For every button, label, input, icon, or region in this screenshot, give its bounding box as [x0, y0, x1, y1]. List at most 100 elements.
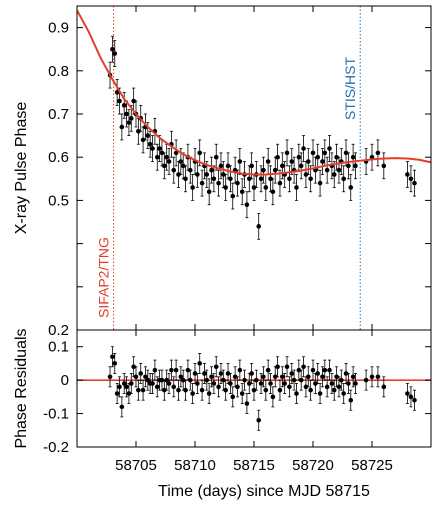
point-marker — [329, 381, 335, 386]
fit-curve — [76, 9, 432, 176]
point-marker — [334, 154, 339, 160]
point-marker — [223, 387, 228, 393]
point-marker — [187, 377, 193, 383]
data-point — [173, 139, 179, 167]
point-marker — [350, 374, 356, 380]
point-marker — [280, 163, 285, 169]
point-marker — [190, 391, 195, 396]
data-point — [119, 113, 125, 141]
point-marker — [303, 384, 309, 390]
point-marker — [117, 98, 122, 104]
data-point — [284, 139, 290, 167]
point-marker — [211, 176, 217, 182]
data-point — [296, 359, 302, 381]
data-point — [308, 379, 313, 401]
data-point — [258, 373, 264, 394]
data-point — [150, 373, 155, 394]
data-point — [178, 366, 184, 388]
point-marker — [195, 381, 200, 386]
data-point — [140, 379, 146, 401]
point-marker — [246, 176, 252, 182]
point-marker — [213, 364, 219, 370]
data-point — [216, 169, 221, 197]
point-marker — [128, 116, 134, 121]
data-point — [375, 139, 381, 167]
data-point — [249, 363, 254, 384]
point-marker — [249, 371, 254, 376]
data-point — [162, 152, 167, 180]
point-marker — [343, 150, 349, 156]
point-marker — [251, 387, 257, 393]
data-point — [348, 389, 354, 411]
point-marker — [258, 176, 264, 182]
data-point — [190, 174, 195, 201]
data-point — [121, 373, 127, 394]
data-point — [185, 359, 191, 381]
data-point — [112, 40, 118, 67]
y-tick-label: -0.1 — [43, 406, 69, 423]
data-point — [405, 161, 410, 188]
data-point — [202, 363, 207, 384]
data-point — [270, 178, 276, 206]
data-point — [334, 366, 339, 388]
x-tick-label: 58710 — [174, 457, 216, 474]
point-marker — [261, 374, 266, 380]
point-marker — [190, 185, 195, 190]
point-marker — [265, 159, 271, 164]
point-marker — [176, 172, 181, 177]
point-marker — [256, 417, 262, 423]
point-marker — [178, 374, 184, 380]
point-marker — [211, 381, 217, 386]
point-marker — [183, 387, 188, 393]
point-marker — [343, 371, 349, 376]
point-marker — [348, 397, 354, 403]
data-point — [287, 165, 292, 193]
data-point — [381, 376, 387, 398]
point-marker — [237, 367, 243, 373]
data-point — [242, 369, 247, 391]
data-point — [280, 152, 285, 180]
point-marker — [185, 367, 191, 373]
point-marker — [197, 150, 203, 156]
data-point — [350, 143, 356, 171]
point-marker — [223, 185, 228, 190]
data-point — [363, 369, 369, 391]
data-point — [124, 376, 129, 398]
data-point — [310, 359, 316, 381]
data-point — [301, 356, 306, 378]
data-point — [303, 376, 309, 398]
data-point — [209, 366, 214, 388]
data-point — [268, 165, 273, 193]
data-point — [183, 165, 188, 193]
point-marker — [244, 202, 250, 208]
y-tick-label: 0.9 — [48, 20, 69, 37]
data-point — [265, 148, 271, 175]
point-marker — [140, 387, 146, 393]
y-tick-label: 0 — [61, 372, 69, 389]
data-point — [110, 35, 115, 63]
point-marker — [183, 176, 188, 182]
point-marker — [294, 391, 299, 396]
data-point — [305, 366, 311, 388]
data-point — [143, 366, 148, 388]
bottom-y-axis-label: Phase Residuals — [13, 328, 30, 448]
point-marker — [263, 185, 269, 190]
data-point — [284, 356, 290, 378]
data-point — [225, 152, 231, 180]
data-point — [107, 366, 113, 388]
data-point — [331, 379, 337, 401]
data-point — [272, 156, 278, 184]
data-point — [213, 356, 219, 378]
data-point — [268, 373, 273, 394]
data-point — [223, 174, 228, 201]
point-marker — [346, 381, 351, 386]
point-marker — [150, 381, 155, 386]
data-point — [166, 373, 172, 394]
data-point — [287, 376, 292, 398]
data-point — [353, 373, 358, 394]
data-point — [244, 393, 250, 414]
point-marker — [254, 377, 259, 383]
point-marker — [268, 176, 273, 182]
point-marker — [154, 384, 160, 390]
point-marker — [230, 394, 236, 400]
